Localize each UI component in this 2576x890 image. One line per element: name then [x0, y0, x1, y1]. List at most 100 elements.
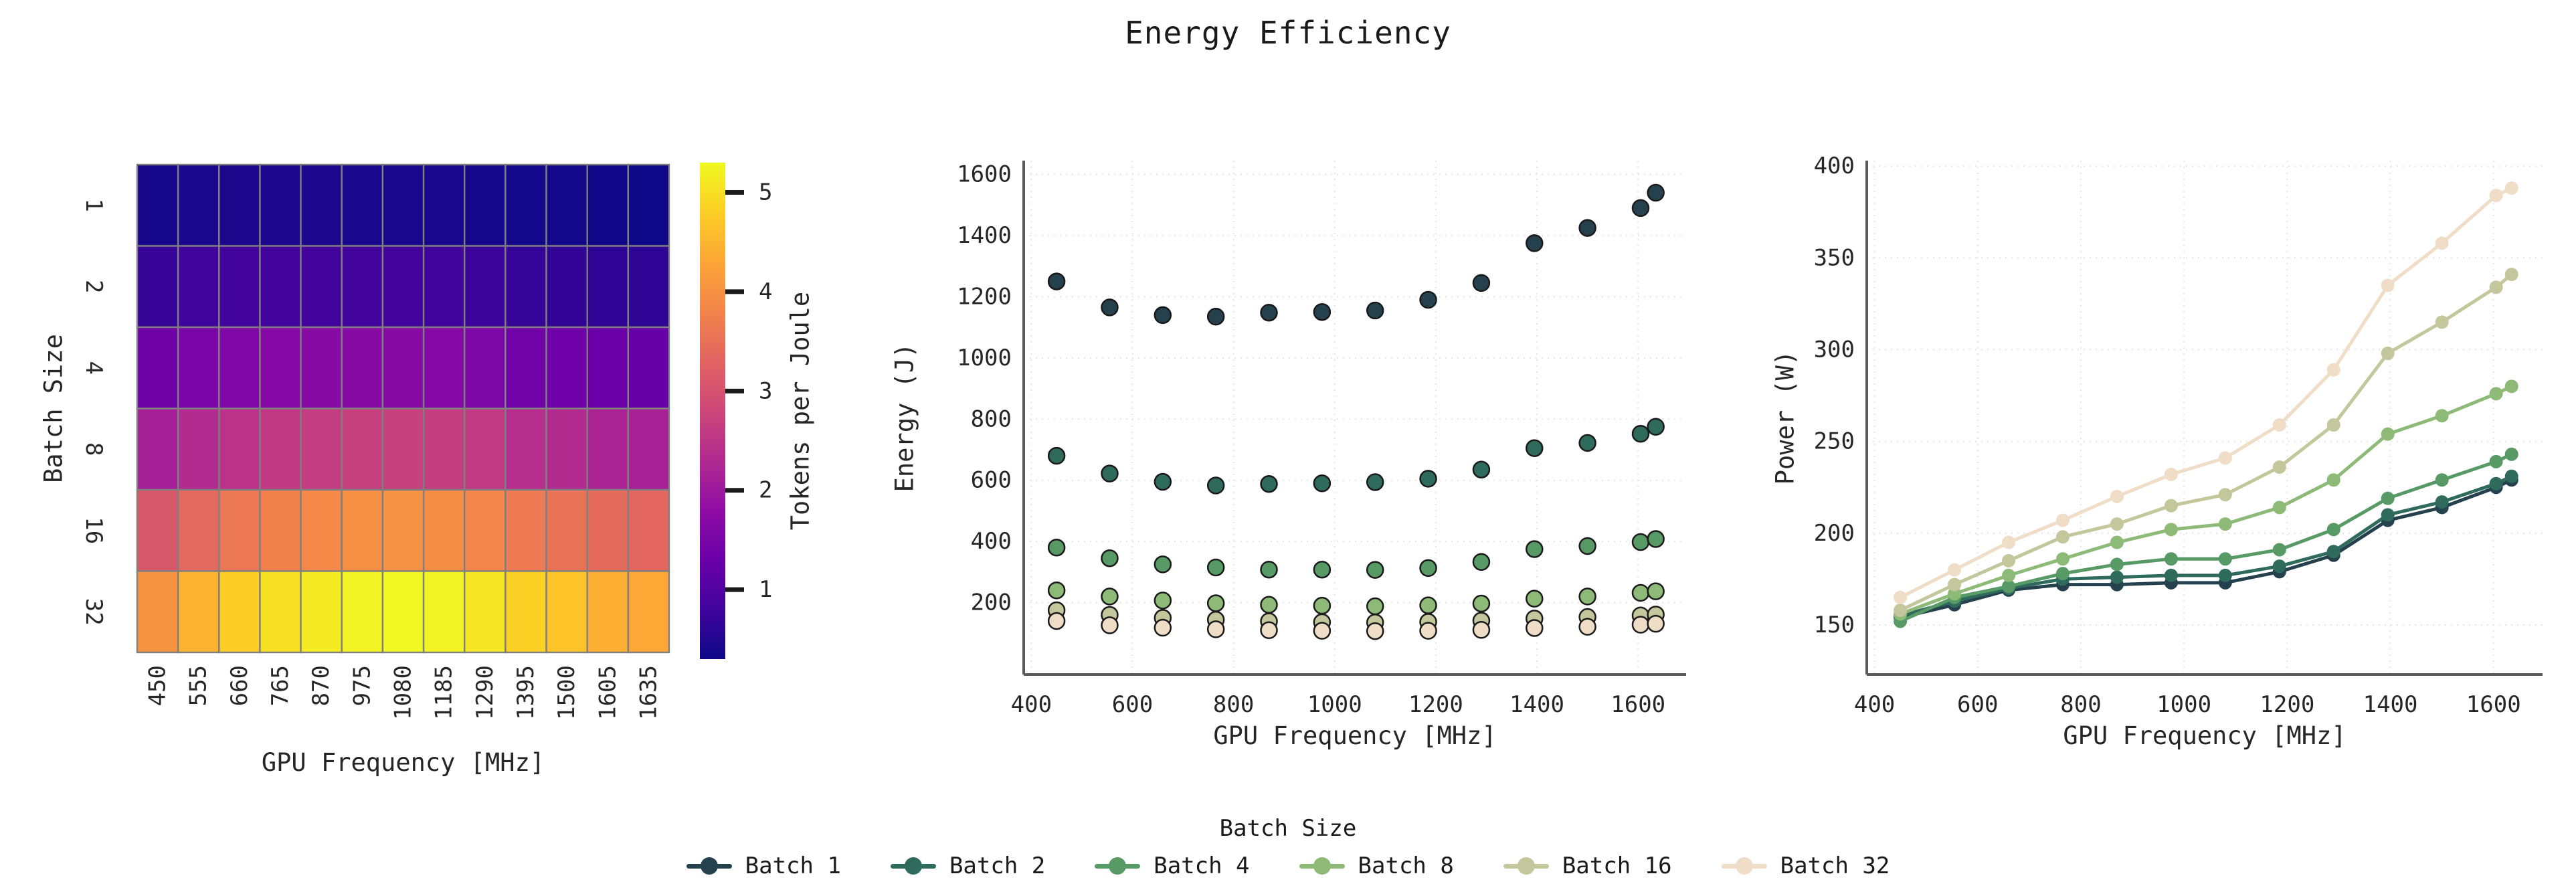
heatmap-cell [464, 488, 507, 572]
power-y-tick-label: 300 [1814, 337, 1855, 363]
heatmap-cell [381, 488, 425, 572]
power-y-tick-label: 350 [1814, 244, 1855, 271]
energy-point [1366, 561, 1384, 579]
heatmap-cell [177, 408, 220, 491]
heatmap-cell [464, 163, 507, 247]
power-point [1948, 587, 1962, 601]
heatmap-cell [381, 408, 425, 491]
energy-point [1047, 539, 1066, 557]
heatmap-cell [545, 488, 588, 572]
heatmap-x-axis-label: GPU Frequency [MHz] [262, 748, 545, 777]
energy-point [1260, 303, 1278, 322]
energy-point [1366, 597, 1384, 616]
heatmap-cell [504, 245, 547, 329]
power-y-tick-label: 250 [1814, 428, 1855, 455]
energy-point [1526, 540, 1544, 558]
power-point [2110, 517, 2124, 531]
power-point [2489, 387, 2503, 401]
heatmap-cell [545, 326, 588, 410]
power-point [2489, 280, 2503, 294]
energy-point [1206, 558, 1225, 577]
heatmap-cell [545, 163, 588, 247]
legend-item-batch-32: Batch 32 [1721, 853, 1890, 879]
heatmap-cell [177, 326, 220, 410]
legend-label: Batch 8 [1358, 853, 1454, 879]
energy-point [1631, 616, 1650, 634]
energy-point [1313, 622, 1331, 640]
power-x-tick-label: 1600 [2466, 691, 2521, 718]
legend-item-batch-16: Batch 16 [1503, 853, 1672, 879]
energy-point [1526, 619, 1544, 637]
energy-point [1101, 616, 1119, 634]
energy-point [1260, 560, 1278, 579]
heatmap-cell [381, 245, 425, 329]
legend-marker-icon [1299, 857, 1345, 875]
heatmap-xtick-label: 870 [308, 665, 335, 706]
energy-point [1419, 596, 1437, 614]
power-point [2272, 559, 2286, 573]
power-point [2326, 418, 2340, 432]
energy-point [1047, 446, 1066, 465]
heatmap-cell [545, 408, 588, 491]
heatmap-cell [627, 408, 670, 491]
heatmap-cell [136, 408, 179, 491]
power-x-tick-label: 800 [2060, 691, 2101, 718]
power-point [2055, 513, 2069, 527]
energy-point [1101, 588, 1119, 606]
heatmap-cell [136, 570, 179, 654]
heatmap-cell [381, 326, 425, 410]
legend-title: Batch Size [1219, 815, 1357, 842]
heatmap-cell [218, 245, 261, 329]
energy-point [1260, 596, 1278, 614]
energy-point [1419, 290, 1437, 309]
heatmap-cell [586, 408, 630, 491]
legend-marker-icon [1721, 857, 1767, 875]
power-y-tick-label: 150 [1814, 612, 1855, 638]
energy-point [1101, 549, 1119, 567]
energy-point [1647, 582, 1665, 600]
heatmap-cell [341, 408, 384, 491]
power-point [2218, 552, 2232, 566]
heatmap-cell [422, 408, 466, 491]
energy-point [1260, 621, 1278, 639]
power-point [2272, 543, 2286, 557]
power-y-tick-label: 200 [1814, 520, 1855, 547]
power-point [2489, 476, 2503, 491]
energy-point [1206, 620, 1225, 638]
energy-point [1472, 460, 1491, 478]
energy-x-tick-label: 1600 [1611, 691, 1665, 718]
power-point [2218, 568, 2232, 582]
colorbar-label: Tokens per Joule [786, 292, 815, 530]
power-point [2055, 530, 2069, 544]
power-point [2110, 557, 2124, 571]
heatmap-cell [136, 326, 179, 410]
energy-y-axis-label: Energy (J) [891, 343, 919, 493]
energy-y-tick-label: 800 [971, 406, 1012, 432]
energy-point [1526, 439, 1544, 457]
heatmap-cell [136, 163, 179, 247]
legend-item-batch-8: Batch 8 [1299, 853, 1454, 879]
energy-y-tick-label: 1400 [957, 222, 1012, 249]
energy-y-tick-label: 600 [971, 467, 1012, 494]
power-point [2504, 469, 2518, 483]
power-point [2218, 451, 2232, 465]
heatmap-cell [627, 163, 670, 247]
energy-point [1631, 424, 1650, 443]
heatmap-cell [341, 245, 384, 329]
legend-items: Batch 1 Batch 2 Batch 4 Batch 8 Batch 16 Batc… [686, 853, 1890, 879]
energy-point [1631, 533, 1650, 551]
energy-point [1472, 594, 1491, 613]
heatmap-xtick-label: 1395 [513, 665, 539, 720]
power-point [2218, 488, 2232, 502]
power-point [2435, 473, 2449, 487]
energy-x-tick-label: 400 [1011, 691, 1052, 718]
power-point [2504, 447, 2518, 461]
heatmap-cell [300, 570, 343, 654]
energy-point [1578, 537, 1596, 555]
legend-marker-icon [1503, 857, 1549, 875]
power-point [1894, 590, 1908, 604]
power-y-tick-label: 400 [1814, 153, 1855, 179]
power-point [2218, 517, 2232, 531]
power-point [2110, 570, 2124, 584]
heatmap-cell [504, 488, 547, 572]
